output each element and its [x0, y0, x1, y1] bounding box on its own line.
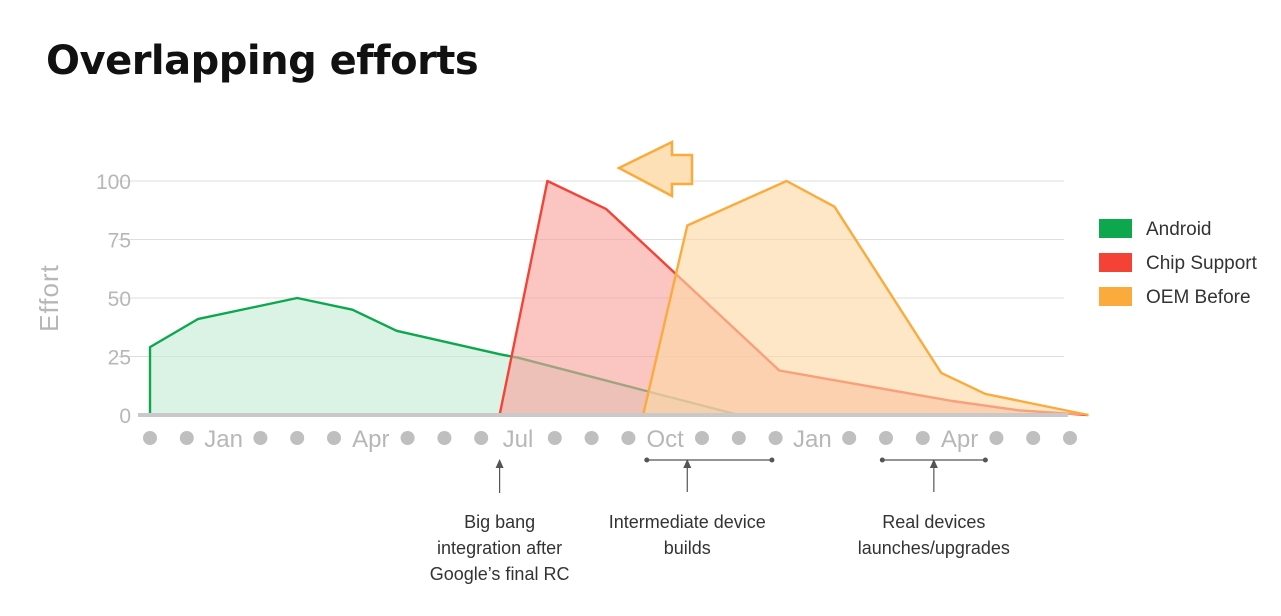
y-tick-label-0: 0: [119, 405, 131, 428]
annotation-range-end: [644, 457, 650, 463]
annotation-text: builds: [664, 538, 711, 558]
annotations: Big bang integration after Google’s final …: [430, 457, 1010, 584]
annotation-text: Real devices: [882, 512, 985, 532]
annotation-arrow-head: [683, 459, 692, 468]
x-tick-label-6: Apr: [352, 426, 389, 453]
area-oem-before: [643, 181, 1089, 415]
series-areas: [148, 179, 1089, 417]
x-axis-dot: [143, 431, 157, 445]
legend: Android Chip Support OEM Before: [1099, 219, 1258, 308]
x-axis-dot: [584, 431, 599, 445]
y-tick-label-25: 25: [108, 347, 131, 370]
x-axis-dot: [547, 431, 562, 445]
y-tick-label-50: 50: [108, 288, 131, 311]
x-tick-label-14: Oct: [647, 426, 685, 453]
annotation-arrow-head: [495, 459, 504, 468]
annotation-text: Google’s final RC: [430, 564, 570, 584]
x-axis-dot: [290, 431, 305, 445]
legend-swatch: [1099, 287, 1132, 306]
annotation-range-end: [769, 457, 775, 463]
annotation-text: integration after: [437, 538, 562, 558]
legend-label: Chip Support: [1146, 253, 1258, 274]
legend-label: Android: [1146, 219, 1212, 240]
annotation-text: Big bang: [464, 512, 535, 532]
x-axis-dot: [989, 431, 1004, 445]
legend-label: OEM Before: [1146, 287, 1251, 308]
x-axis-dot: [400, 431, 415, 445]
x-axis-dot: [253, 431, 268, 445]
arrow-shape: [616, 139, 694, 199]
x-tick-label-10: Jul: [503, 426, 534, 453]
x-axis-dot: [768, 431, 783, 445]
shift-left-arrow-icon: [616, 139, 694, 199]
x-tick-label-22: Apr: [941, 426, 978, 453]
x-axis-dot: [695, 431, 709, 445]
x-axis-dot: [842, 431, 857, 445]
x-axis: Jan Apr Jul Oct Jan Apr: [138, 413, 1077, 453]
x-tick-label-18: Jan: [793, 426, 832, 453]
legend-swatch: [1099, 253, 1132, 272]
x-axis-dot: [879, 431, 893, 445]
x-axis-dot: [1026, 431, 1041, 445]
legend-swatch: [1099, 219, 1132, 238]
x-axis-dot: [621, 431, 636, 445]
annotation-arrow-head: [929, 459, 938, 468]
page-title: Overlapping efforts: [46, 38, 479, 84]
area-chip-support: [499, 181, 1089, 415]
x-axis-dot: [915, 431, 930, 445]
x-tick-label-2: Jan: [204, 426, 243, 453]
x-axis-dot: [327, 431, 341, 445]
annotation-range-end: [982, 457, 988, 463]
x-axis-dot: [179, 431, 194, 445]
line-oem-before: [641, 179, 1089, 417]
y-tick-label-75: 75: [108, 230, 131, 253]
y-axis-label: Effort: [34, 264, 64, 332]
x-axis-dot: [731, 431, 746, 445]
x-axis-dot: [437, 431, 452, 445]
y-tick-label-100: 100: [96, 171, 131, 194]
x-axis-dot: [1063, 431, 1077, 445]
annotation-text: Intermediate device: [609, 512, 766, 532]
x-axis-dot: [474, 431, 489, 445]
annotation-text: launches/upgrades: [858, 538, 1010, 558]
y-axis-ticks: 0 25 50 75 100: [96, 171, 131, 428]
annotation-range-end: [879, 457, 885, 463]
